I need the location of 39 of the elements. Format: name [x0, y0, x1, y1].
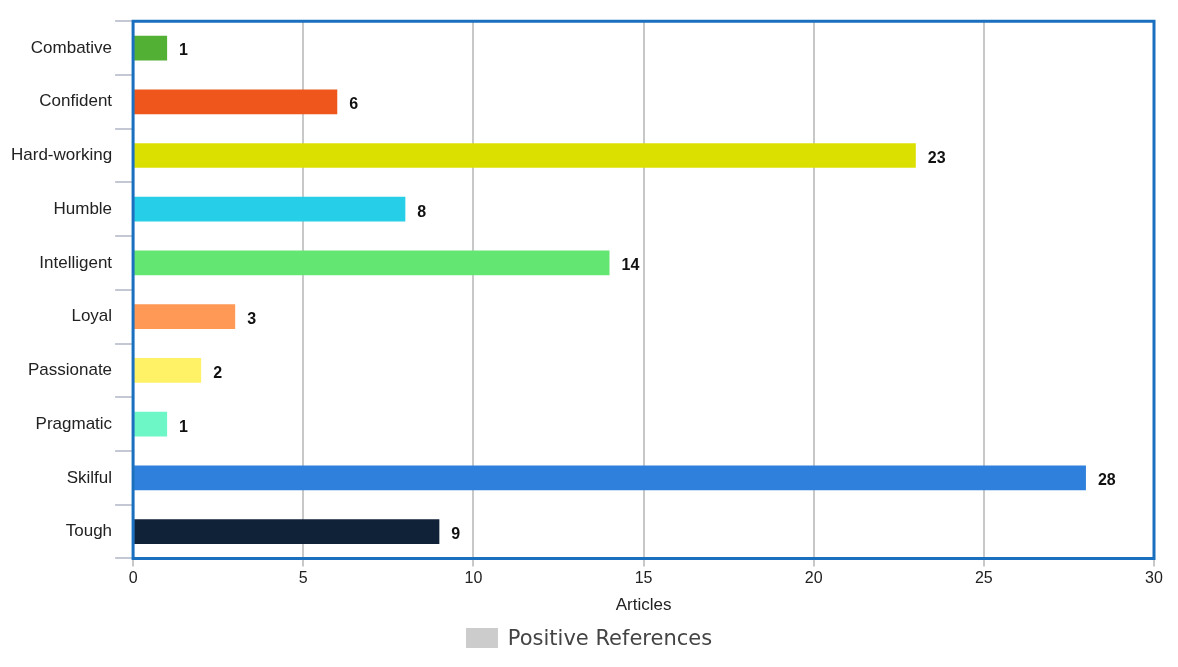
bar: [134, 358, 202, 383]
bar: [134, 411, 168, 437]
y-tick-label: Humble: [53, 198, 113, 218]
x-tick-label: 20: [804, 569, 823, 587]
x-tick-label: 25: [974, 569, 993, 587]
x-tick-label: 5: [298, 569, 308, 587]
data-label: 9: [451, 524, 461, 542]
text: Positive References: [507, 626, 713, 650]
data-label: 23: [927, 148, 946, 166]
data-label: 8: [417, 202, 427, 220]
data-label: 6: [349, 95, 359, 113]
y-tick-label: Intelligent: [39, 252, 113, 272]
x-tick-label: 30: [1145, 569, 1163, 587]
bar: [134, 304, 236, 330]
y-tick-label: Confident: [39, 91, 113, 111]
bar: [134, 89, 338, 115]
bar: [134, 465, 1086, 491]
data-label: 28: [1097, 471, 1116, 489]
bar: [134, 196, 406, 222]
x-tick-label: 15: [634, 569, 653, 587]
bar: [134, 35, 168, 61]
data-label: 1: [179, 41, 189, 59]
data-label: 2: [213, 363, 223, 381]
y-tick-label: Pragmatic: [35, 413, 113, 433]
y-tick-label: Passionate: [27, 360, 113, 380]
y-tick-label: Hard-working: [10, 145, 113, 165]
y-tick-label: Tough: [65, 521, 113, 541]
y-tick-label: Skilful: [66, 467, 113, 487]
data-label: 14: [621, 256, 640, 274]
data-label: 1: [179, 417, 189, 435]
y-tick-label: Combative: [30, 37, 113, 57]
bar: [134, 250, 610, 276]
bar: [134, 519, 440, 544]
data-label: 3: [247, 310, 257, 328]
x-tick-label: 0: [128, 569, 138, 587]
bar: [134, 143, 916, 168]
x-tick-label: 10: [464, 569, 483, 587]
y-tick-label: Loyal: [71, 306, 113, 326]
x-axis-title: Articles: [615, 595, 672, 615]
